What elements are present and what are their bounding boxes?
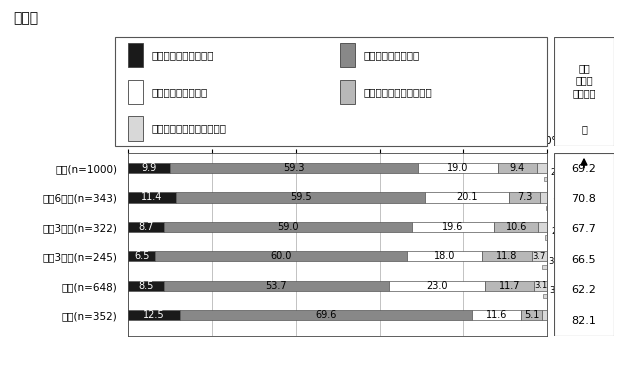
Bar [156, 251, 407, 261]
Text: 69.2: 69.2 [572, 164, 596, 173]
Bar [164, 281, 388, 291]
Text: 計: 計 [581, 124, 587, 135]
Text: 非常に気を配っている: 非常に気を配っている [152, 50, 214, 60]
FancyBboxPatch shape [546, 206, 551, 210]
Bar [388, 281, 485, 291]
Bar [482, 251, 532, 261]
Bar [128, 251, 156, 261]
FancyBboxPatch shape [547, 324, 552, 328]
Text: 5.1: 5.1 [524, 310, 539, 320]
Text: 9.4: 9.4 [510, 163, 525, 173]
Bar [534, 281, 547, 291]
Text: 18.0: 18.0 [434, 251, 455, 261]
Text: 3.1: 3.1 [534, 281, 547, 290]
Bar [128, 43, 143, 67]
Text: 7.3: 7.3 [517, 192, 532, 203]
Text: 8.5: 8.5 [138, 281, 154, 291]
Text: 結果２: 結果２ [13, 11, 38, 25]
Bar [407, 251, 482, 261]
Bar [128, 222, 164, 232]
Bar [340, 80, 355, 104]
Text: 11.4: 11.4 [141, 192, 163, 203]
Bar [521, 310, 542, 320]
Text: どちらともいえない: どちらともいえない [152, 87, 208, 97]
FancyBboxPatch shape [545, 235, 550, 239]
Text: 1.7: 1.7 [552, 198, 565, 207]
FancyBboxPatch shape [543, 294, 548, 299]
Bar [485, 281, 534, 291]
Bar [164, 222, 412, 232]
Bar [540, 192, 547, 203]
Bar [340, 43, 355, 67]
Bar [472, 310, 521, 320]
Text: 62.2: 62.2 [572, 285, 596, 295]
Bar [412, 222, 494, 232]
Text: 59.5: 59.5 [290, 192, 311, 203]
Bar [128, 163, 170, 173]
Text: 気を
配って
いる・合: 気を 配って いる・合 [572, 63, 596, 98]
Bar [128, 116, 143, 141]
Text: やや気を配っている: やや気を配っている [364, 50, 420, 60]
Text: 66.5: 66.5 [572, 255, 596, 265]
Text: 3.7: 3.7 [532, 252, 546, 261]
Text: 19.6: 19.6 [442, 222, 463, 232]
Bar [128, 80, 143, 104]
Bar [494, 222, 538, 232]
Text: 12.5: 12.5 [143, 310, 165, 320]
Text: 11.7: 11.7 [499, 281, 520, 291]
Bar [538, 222, 548, 232]
Text: 23.0: 23.0 [426, 281, 448, 291]
Text: 1.1: 1.1 [553, 315, 566, 324]
Text: 2.2: 2.2 [552, 227, 564, 236]
Bar [425, 192, 509, 203]
Text: 11.8: 11.8 [496, 251, 518, 261]
Text: 59.3: 59.3 [283, 163, 305, 173]
Bar [532, 251, 547, 261]
Text: 82.1: 82.1 [572, 316, 596, 326]
Bar [128, 192, 176, 203]
Bar [542, 310, 547, 320]
Bar [509, 192, 540, 203]
Text: まったく気を配っていない: まったく気を配っていない [152, 123, 227, 134]
Text: あまり気を配っていない: あまり気を配っていない [364, 87, 433, 97]
Text: 3.7: 3.7 [548, 257, 561, 266]
Bar [170, 163, 418, 173]
Text: 8.7: 8.7 [138, 222, 154, 232]
Text: 2.4: 2.4 [550, 168, 564, 177]
Text: 9.9: 9.9 [141, 163, 156, 173]
Text: 53.7: 53.7 [266, 281, 287, 291]
Text: 69.6: 69.6 [316, 310, 337, 320]
Text: 67.7: 67.7 [572, 224, 596, 234]
Text: 20.1: 20.1 [456, 192, 478, 203]
Bar [128, 281, 164, 291]
FancyBboxPatch shape [541, 265, 547, 269]
Bar [537, 163, 547, 173]
Text: 59.0: 59.0 [277, 222, 299, 232]
Bar [128, 310, 180, 320]
FancyBboxPatch shape [544, 177, 549, 181]
Bar [180, 310, 472, 320]
Text: 3.1: 3.1 [549, 286, 563, 295]
Text: 6.5: 6.5 [134, 251, 149, 261]
Text: 60.0: 60.0 [270, 251, 292, 261]
Bar [176, 192, 425, 203]
Text: 10.6: 10.6 [506, 222, 527, 232]
Text: 70.8: 70.8 [572, 194, 596, 204]
Bar [498, 163, 537, 173]
Text: 19.0: 19.0 [447, 163, 468, 173]
Text: 11.6: 11.6 [486, 310, 507, 320]
Bar [418, 163, 498, 173]
